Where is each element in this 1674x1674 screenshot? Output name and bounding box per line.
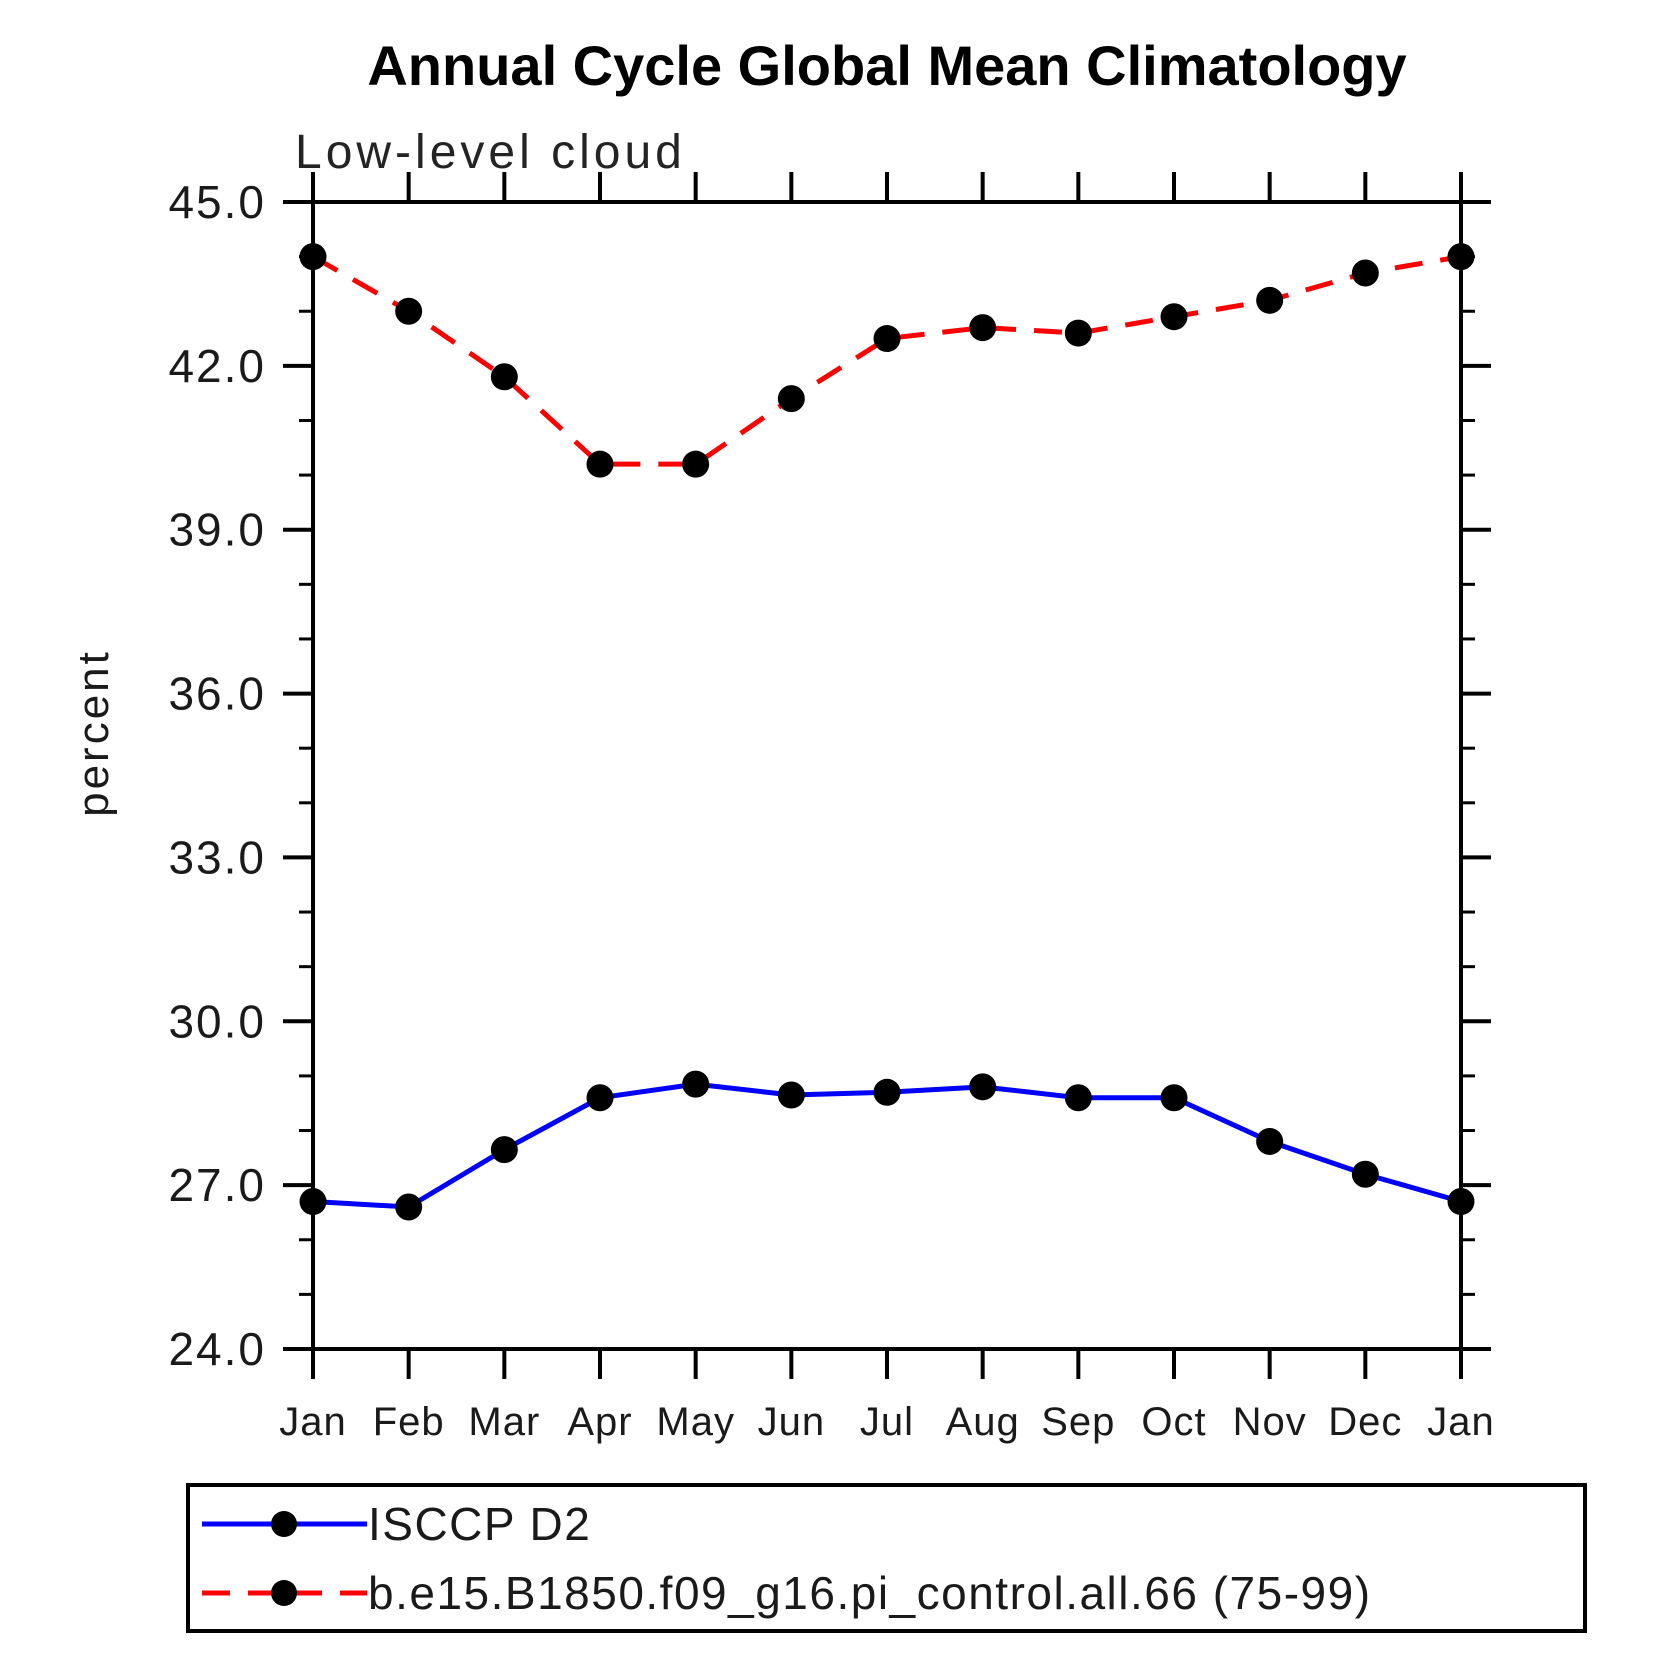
data-point-marker xyxy=(586,1084,614,1112)
data-point-marker xyxy=(1351,259,1379,287)
data-point-marker xyxy=(299,243,327,271)
x-tick-label: Aug xyxy=(946,1400,1020,1444)
legend-swatch-solid-line-icon xyxy=(202,1511,367,1537)
data-point-marker xyxy=(1064,319,1092,347)
x-tick-label: Mar xyxy=(468,1400,540,1444)
data-point-marker xyxy=(490,363,518,391)
y-tick-label: 45.0 xyxy=(168,176,266,228)
data-point-marker xyxy=(1447,1188,1475,1216)
x-tick-label: Feb xyxy=(373,1400,445,1444)
y-tick-label: 39.0 xyxy=(168,504,266,556)
data-point-marker xyxy=(873,1078,901,1106)
chart-subtitle: Low-level cloud xyxy=(295,126,686,179)
legend-box: ISCCP D2 b.e15.B1850.f09_g16.pi_control.… xyxy=(186,1483,1587,1633)
data-point-marker xyxy=(1256,1127,1284,1155)
legend-marker-dot-icon xyxy=(271,1580,297,1606)
x-tick-label: Jan xyxy=(1427,1400,1495,1444)
data-point-marker xyxy=(1160,303,1188,331)
x-tick-label: Dec xyxy=(1328,1400,1402,1444)
legend-label-model-run: b.e15.B1850.f09_g16.pi_control.all.66 (7… xyxy=(368,1567,1372,1619)
data-point-marker xyxy=(969,1073,997,1101)
legend-marker-dot-icon xyxy=(271,1511,297,1537)
y-tick-label: 30.0 xyxy=(168,995,266,1047)
chart-title: Annual Cycle Global Mean Climatology xyxy=(367,34,1406,97)
x-tick-label: Jul xyxy=(860,1400,914,1444)
data-point-marker xyxy=(682,1070,710,1098)
data-point-marker xyxy=(1351,1160,1379,1188)
legend-swatch-dashed-line-icon xyxy=(202,1580,367,1606)
data-point-marker xyxy=(490,1136,518,1164)
data-point-marker xyxy=(873,325,901,353)
data-point-marker xyxy=(777,1081,805,1109)
data-point-marker xyxy=(1064,1084,1092,1112)
plot-area: Jan Feb Mar Apr May Jun Jul Aug Sep Oct Nov Dec Jan 2… xyxy=(168,172,1494,1444)
x-axis: Jan Feb Mar Apr May Jun Jul Aug Sep Oct Nov Dec Jan xyxy=(279,172,1495,1444)
y-tick-label: 27.0 xyxy=(168,1159,266,1211)
data-point-marker xyxy=(586,450,614,478)
y-axis: 24.0 27.0 30.0 33.0 36.0 39.0 42.0 45.0 xyxy=(168,176,1491,1375)
series-markers-1 xyxy=(299,243,1475,478)
y-tick-label: 24.0 xyxy=(168,1323,266,1375)
x-tick-label: Jun xyxy=(758,1400,826,1444)
data-point-marker xyxy=(969,314,997,342)
y-tick-label: 33.0 xyxy=(168,831,266,883)
data-point-marker xyxy=(395,297,423,325)
y-axis-title: percent xyxy=(69,649,118,817)
legend-item-model-run: b.e15.B1850.f09_g16.pi_control.all.66 (7… xyxy=(196,1565,1583,1621)
x-tick-label: Nov xyxy=(1233,1400,1307,1444)
x-tick-label: Jan xyxy=(279,1400,347,1444)
series-line-1 xyxy=(311,254,1462,467)
data-point-marker xyxy=(1160,1084,1188,1112)
x-tick-label: May xyxy=(656,1400,735,1444)
x-tick-label: Apr xyxy=(567,1400,632,1444)
y-tick-label: 42.0 xyxy=(168,340,266,392)
legend-label-isccp-d2: ISCCP D2 xyxy=(368,1498,592,1550)
data-point-marker xyxy=(777,385,805,413)
legend-item-isccp-d2: ISCCP D2 xyxy=(196,1496,1583,1552)
series-markers-0 xyxy=(299,1070,1475,1221)
data-point-marker xyxy=(395,1193,423,1221)
y-tick-label: 36.0 xyxy=(168,668,266,720)
x-tick-label: Sep xyxy=(1041,1400,1115,1444)
data-point-marker xyxy=(1256,286,1284,314)
data-point-marker xyxy=(682,450,710,478)
data-point-marker xyxy=(1447,243,1475,271)
plot-frame xyxy=(311,200,1463,1351)
x-tick-label: Oct xyxy=(1141,1400,1206,1444)
data-point-marker xyxy=(299,1188,327,1216)
